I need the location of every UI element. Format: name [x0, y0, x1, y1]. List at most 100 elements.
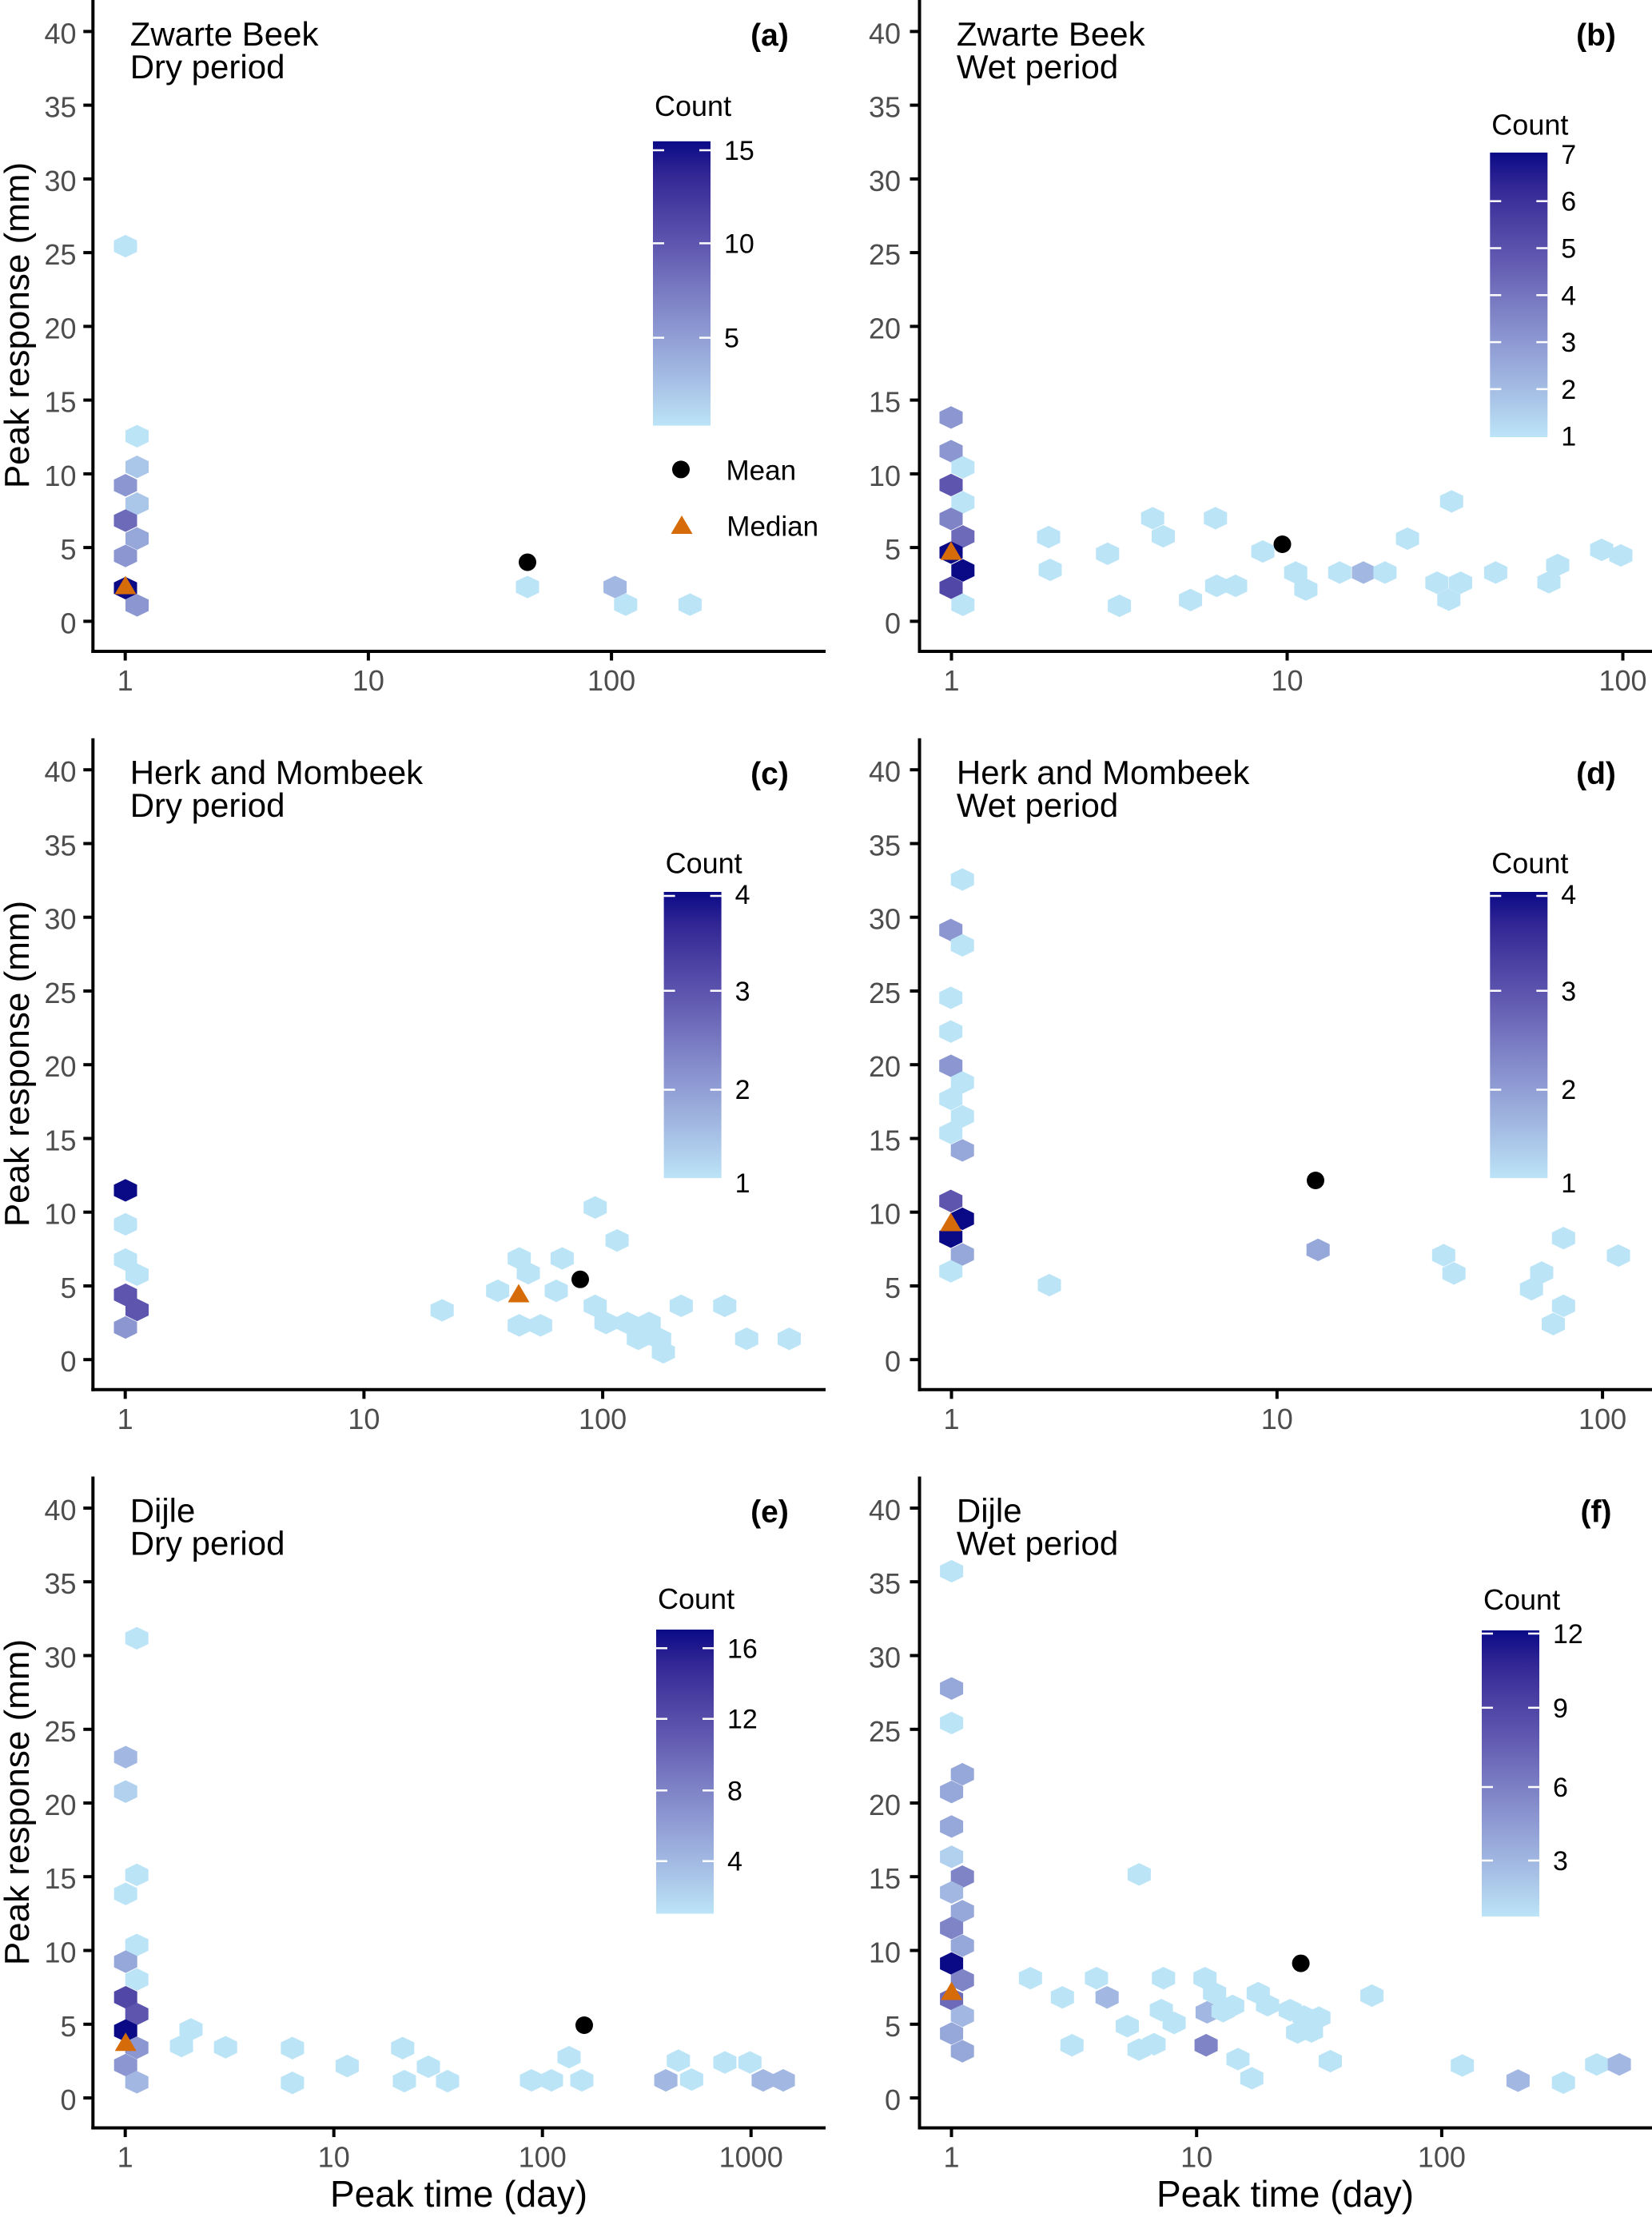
svg-text:5: 5 [885, 2010, 901, 2043]
svg-text:3: 3 [735, 977, 750, 1007]
svg-text:Mean: Mean [726, 456, 797, 487]
svg-text:3: 3 [1561, 328, 1576, 358]
svg-text:40: 40 [869, 17, 901, 50]
svg-text:40: 40 [869, 755, 901, 788]
svg-text:(b): (b) [1576, 18, 1616, 53]
svg-text:4: 4 [1561, 880, 1576, 910]
svg-text:10: 10 [724, 229, 754, 259]
svg-text:0: 0 [60, 607, 76, 639]
svg-text:10: 10 [1180, 2141, 1212, 2174]
svg-text:30: 30 [44, 903, 76, 936]
svg-text:100: 100 [579, 1403, 627, 1435]
svg-text:15: 15 [44, 1862, 76, 1895]
svg-text:15: 15 [869, 1862, 901, 1895]
svg-text:10: 10 [44, 1936, 76, 1969]
svg-text:(a): (a) [750, 18, 789, 53]
svg-text:12: 12 [727, 1705, 758, 1735]
svg-text:100: 100 [519, 2141, 567, 2174]
svg-text:35: 35 [44, 1567, 76, 1600]
svg-text:Peak response (mm): Peak response (mm) [0, 1639, 37, 1965]
svg-text:Dry period: Dry period [130, 1525, 285, 1562]
svg-text:Herk and Mombeek: Herk and Mombeek [957, 754, 1250, 791]
svg-text:1: 1 [943, 2141, 959, 2174]
svg-text:10: 10 [869, 1936, 901, 1969]
svg-text:20: 20 [44, 312, 76, 344]
svg-text:30: 30 [869, 165, 901, 197]
svg-text:6: 6 [1553, 1773, 1568, 1803]
svg-text:35: 35 [44, 830, 76, 862]
svg-text:0: 0 [60, 1345, 76, 1378]
svg-text:Dijle: Dijle [130, 1492, 196, 1530]
svg-text:30: 30 [44, 1642, 76, 1674]
svg-text:100: 100 [587, 664, 635, 697]
svg-text:4: 4 [727, 1847, 742, 1877]
svg-text:Median: Median [726, 511, 818, 543]
svg-text:(e): (e) [750, 1495, 789, 1530]
svg-text:20: 20 [44, 1050, 76, 1083]
svg-text:0: 0 [885, 1345, 901, 1378]
svg-text:Peak time (day): Peak time (day) [1156, 2173, 1414, 2215]
svg-text:1: 1 [117, 664, 133, 697]
svg-text:15: 15 [44, 386, 76, 419]
svg-text:12: 12 [1553, 1619, 1583, 1650]
svg-text:20: 20 [869, 312, 901, 344]
svg-text:8: 8 [727, 1776, 742, 1806]
svg-text:25: 25 [44, 977, 76, 1009]
svg-text:15: 15 [44, 1124, 76, 1157]
svg-text:Count: Count [1491, 847, 1568, 880]
svg-text:1: 1 [117, 1403, 133, 1435]
svg-text:5: 5 [724, 324, 739, 354]
svg-text:10: 10 [1271, 664, 1303, 697]
svg-text:Herk and Mombeek: Herk and Mombeek [130, 754, 424, 791]
svg-text:10: 10 [869, 460, 901, 492]
svg-text:25: 25 [44, 1715, 76, 1748]
svg-text:(d): (d) [1576, 757, 1616, 791]
svg-text:15: 15 [869, 1124, 901, 1157]
svg-text:100: 100 [1418, 2141, 1466, 2174]
svg-text:10: 10 [44, 1198, 76, 1231]
svg-text:20: 20 [869, 1050, 901, 1083]
svg-text:2: 2 [1561, 1075, 1576, 1105]
svg-text:1: 1 [117, 2141, 133, 2174]
svg-text:Count: Count [658, 1582, 734, 1615]
svg-text:4: 4 [735, 880, 750, 910]
svg-text:0: 0 [885, 2084, 901, 2116]
svg-text:Dry period: Dry period [130, 786, 285, 824]
svg-text:Count: Count [1483, 1583, 1560, 1616]
svg-text:Wet period: Wet period [957, 1525, 1118, 1562]
svg-text:35: 35 [44, 91, 76, 124]
svg-text:0: 0 [885, 607, 901, 639]
svg-text:35: 35 [869, 91, 901, 124]
svg-text:100: 100 [1598, 664, 1646, 697]
svg-text:0: 0 [60, 2084, 76, 2116]
svg-text:10: 10 [348, 1403, 380, 1435]
svg-text:15: 15 [869, 386, 901, 419]
svg-text:1: 1 [1561, 422, 1576, 452]
svg-text:30: 30 [869, 903, 901, 936]
svg-text:Wet period: Wet period [957, 786, 1118, 824]
svg-text:Dijle: Dijle [957, 1492, 1022, 1530]
svg-text:40: 40 [44, 1494, 76, 1526]
svg-text:25: 25 [44, 238, 76, 271]
svg-text:9: 9 [1553, 1694, 1568, 1724]
svg-text:1: 1 [943, 1403, 959, 1435]
svg-text:35: 35 [869, 1567, 901, 1600]
svg-text:Zwarte Beek: Zwarte Beek [957, 15, 1146, 53]
svg-text:40: 40 [44, 17, 76, 50]
svg-text:2: 2 [735, 1075, 750, 1105]
svg-text:10: 10 [318, 2141, 350, 2174]
svg-text:5: 5 [60, 1272, 76, 1304]
svg-text:6: 6 [1561, 187, 1576, 217]
svg-text:Dry period: Dry period [130, 48, 285, 86]
svg-text:1000: 1000 [719, 2141, 783, 2174]
svg-text:10: 10 [352, 664, 384, 697]
svg-text:3: 3 [1553, 1846, 1568, 1877]
svg-text:1: 1 [735, 1168, 750, 1199]
svg-text:7: 7 [1561, 140, 1576, 170]
svg-text:Count: Count [655, 90, 731, 122]
svg-text:(f): (f) [1581, 1495, 1612, 1530]
svg-text:25: 25 [869, 238, 901, 271]
svg-text:1: 1 [943, 664, 959, 697]
svg-text:15: 15 [724, 136, 754, 166]
svg-text:Wet period: Wet period [957, 48, 1118, 86]
